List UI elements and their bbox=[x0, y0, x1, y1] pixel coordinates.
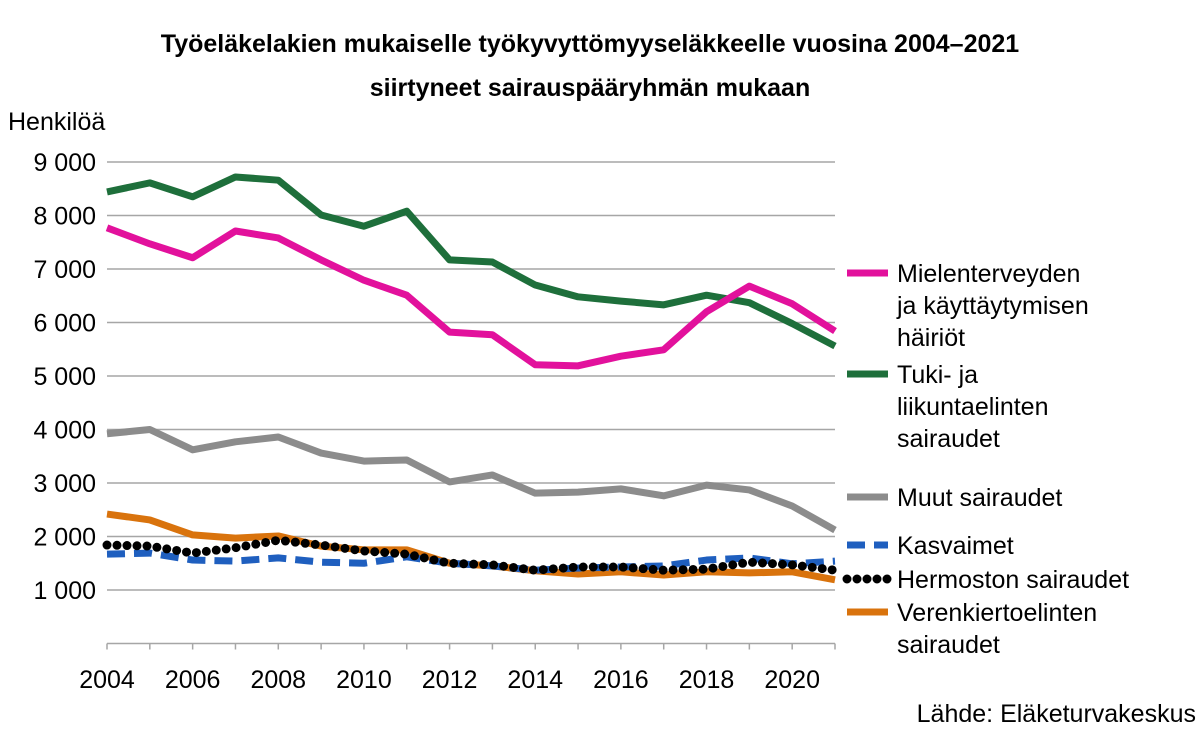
legend-label: Verenkiertoelinten bbox=[897, 599, 1097, 627]
legend-label: sairaudet bbox=[897, 631, 1000, 659]
legend-label: häiriöt bbox=[897, 324, 965, 352]
legend-label: Kasvaimet bbox=[897, 532, 1014, 560]
source-note: Lähde: Eläketurvakeskus bbox=[916, 700, 1196, 728]
y-tick-label: 5 000 bbox=[33, 363, 96, 391]
y-tick-label: 7 000 bbox=[33, 256, 96, 284]
legend-label: liikuntaelinten bbox=[897, 393, 1049, 421]
legend-label: Mielenterveyden bbox=[897, 260, 1080, 288]
legend-label: Muut sairaudet bbox=[897, 484, 1062, 512]
series-line-0 bbox=[105, 224, 837, 370]
x-tick-label: 2020 bbox=[764, 666, 820, 694]
chart-title: Työeläkelakien mukaiselle työkyvyttömyys… bbox=[160, 30, 1020, 58]
legend-label: Hermoston sairaudet bbox=[897, 566, 1129, 594]
y-tick-label: 9 000 bbox=[33, 149, 96, 177]
chart-subtitle: siirtyneet sairauspääryhmän mukaan bbox=[369, 74, 811, 102]
series-line-4 bbox=[102, 535, 840, 575]
y-tick-label: 6 000 bbox=[33, 310, 96, 338]
y-tick-label: 8 000 bbox=[33, 203, 96, 231]
x-tick-label: 2006 bbox=[165, 666, 221, 694]
legend-label: sairaudet bbox=[897, 425, 1000, 453]
series-line-2 bbox=[106, 426, 837, 534]
series-line-1 bbox=[106, 173, 837, 350]
y-tick-label: 2 000 bbox=[33, 524, 96, 552]
y-tick-label: 3 000 bbox=[33, 470, 96, 498]
x-tick-label: 2010 bbox=[336, 666, 392, 694]
x-tick-label: 2016 bbox=[593, 666, 649, 694]
x-tick-label: 2004 bbox=[79, 666, 135, 694]
x-tick-label: 2008 bbox=[250, 666, 306, 694]
y-tick-label: 1 000 bbox=[33, 577, 96, 605]
legend-label: Tuki- ja bbox=[897, 361, 978, 389]
x-tick-label: 2012 bbox=[422, 666, 478, 694]
x-tick-label: 2018 bbox=[679, 666, 735, 694]
x-tick-label: 2014 bbox=[507, 666, 563, 694]
legend-label: ja käyttäytymisen bbox=[896, 292, 1089, 320]
y-axis-label: Henkilöä bbox=[8, 108, 106, 136]
y-tick-label: 4 000 bbox=[33, 417, 96, 445]
